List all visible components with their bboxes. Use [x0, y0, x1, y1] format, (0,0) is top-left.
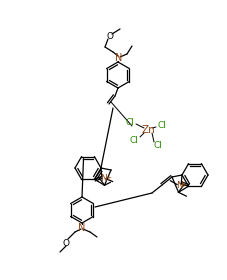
- Text: Zn: Zn: [141, 125, 154, 135]
- Text: O: O: [106, 32, 113, 41]
- Text: O: O: [62, 239, 69, 249]
- Text: Cl: Cl: [129, 136, 138, 144]
- Text: N: N: [115, 53, 122, 63]
- Text: +: +: [180, 182, 185, 188]
- Text: Cl: Cl: [153, 141, 162, 150]
- Text: N: N: [78, 223, 85, 233]
- Text: N: N: [100, 174, 107, 183]
- Text: Cl: Cl: [125, 118, 134, 127]
- Text: Cl: Cl: [157, 120, 166, 130]
- Text: N: N: [175, 181, 182, 190]
- Text: +: +: [104, 175, 110, 181]
